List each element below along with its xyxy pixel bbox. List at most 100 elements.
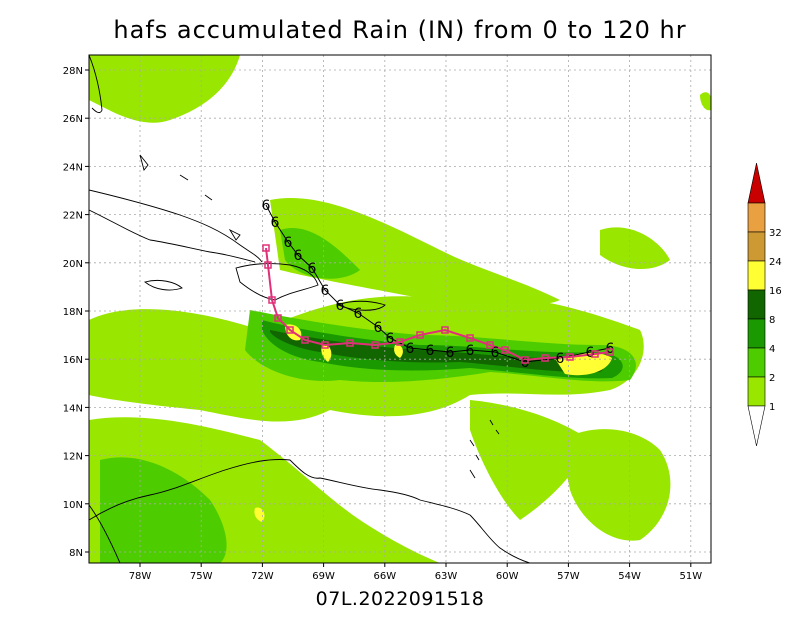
colorbar-segment [747,202,766,233]
coastline-south-america [89,459,531,563]
track-marker-square [262,244,270,252]
colorbar-segment [747,347,766,378]
colorbar-segment [747,260,766,291]
coastline-jamaica [144,279,183,291]
rain-area-light [600,227,670,270]
colorbar-top-triangle [747,162,766,204]
rain-area-light [700,92,711,111]
track-marker-square [396,338,404,346]
track-marker-square [501,346,509,354]
lat-label: 12N [63,452,83,463]
track-marker-square [606,348,614,356]
coastlines [89,55,531,563]
track-symbol: 6 [308,261,317,277]
axis-ticks: 28N 26N 24N 22N 20N 18N 16N 14N 12N 10N 8N 78W 75W 72… [63,66,702,582]
track-symbol: 6 [271,215,280,231]
track-marker-square [591,350,599,358]
lon-label: 60W [496,571,519,582]
colorbar: 32 24 16 8 4 2 1 [747,162,782,447]
lat-label: 18N [63,307,83,318]
track-marker-square [486,341,494,349]
track-symbol: 6 [336,298,345,314]
rain-area-medium [100,457,227,563]
coastline-central-america [89,504,121,563]
rain-area-yellow [321,344,332,362]
track-symbol: 6 [406,341,415,357]
track-symbol: 6 [466,343,475,359]
track-symbol: 6 [446,345,455,361]
lat-label: 16N [63,355,83,366]
lon-label: 54W [618,571,641,582]
rain-area-yellow [556,352,612,376]
track-marker-square [268,296,276,304]
run-id-label: 07L.2022091518 [315,588,485,610]
rain-area-light [89,55,240,123]
colorbar-label: 8 [769,315,775,326]
lon-label: 51W [679,571,702,582]
rain-area-yellow [394,344,403,358]
lon-label: 66W [373,571,396,582]
track-symbol: 6 [556,351,565,367]
track-symbol: 6 [374,320,383,336]
coastline-lesser-antilles [469,419,500,479]
lon-label: 78W [129,571,152,582]
rain-area-light [270,198,560,305]
colorbar-bottom-triangle [747,405,766,447]
track-marker-square [346,339,354,347]
lat-label: 20N [63,259,83,270]
track-marker-square [321,341,329,349]
track-symbol: 6 [586,345,595,361]
coastline-hispaniola [235,263,319,301]
colorbar-label: 2 [769,373,775,384]
lat-label: 10N [63,500,83,511]
coastline-puerto-rico [336,300,386,311]
track-marker-square [301,336,309,344]
lat-label: 28N [63,66,83,77]
lat-label: 26N [63,114,83,125]
track-marker-square [264,261,272,269]
track-marker-square [371,341,379,349]
track-marker-square [541,354,549,362]
track-marker-square [274,314,282,322]
colorbar-segment [747,376,766,407]
colorbar-label: 4 [769,344,775,355]
track-symbol: 6 [262,198,271,214]
track-marker-square [466,334,474,342]
track-marker-square [521,356,529,364]
lat-label: 14N [63,403,83,414]
coastline-bahamas [139,154,241,241]
lat-label: 24N [63,162,83,173]
colorbar-segment [747,318,766,349]
lat-label: 8N [69,548,83,559]
colorbar-segment [747,231,766,262]
map-title: hafs accumulated Rain (IN) from 0 to 120… [113,16,687,44]
rainfall-field [89,55,711,563]
track-symbol: 6 [321,283,330,299]
track-symbol: 6 [284,235,293,251]
track-marker-square [441,326,449,334]
track-symbol: 6 [294,248,303,264]
lon-label: 69W [312,571,335,582]
track-marker-square [286,326,294,334]
lon-label: 63W [435,571,458,582]
track-symbol: 6 [426,343,435,359]
colorbar-label: 1 [769,402,775,413]
rain-area-light [470,400,590,520]
rain-area-medium [280,228,360,279]
colorbar-label: 32 [769,228,782,239]
track-marker-square [416,331,424,339]
track-symbol: 6 [386,331,395,347]
coastline-cuba-south [89,209,256,263]
coastline-florida [89,55,103,114]
track-marker-square [566,353,574,361]
lat-label: 22N [63,211,83,222]
plot-frame [88,54,712,564]
colorbar-label: 24 [769,257,782,268]
rain-area-light [560,429,671,541]
lon-label: 75W [190,571,213,582]
rain-area-yellow [254,507,265,522]
lon-label: 57W [557,571,580,582]
gridlines [89,55,711,563]
colorbar-segment [747,289,766,320]
